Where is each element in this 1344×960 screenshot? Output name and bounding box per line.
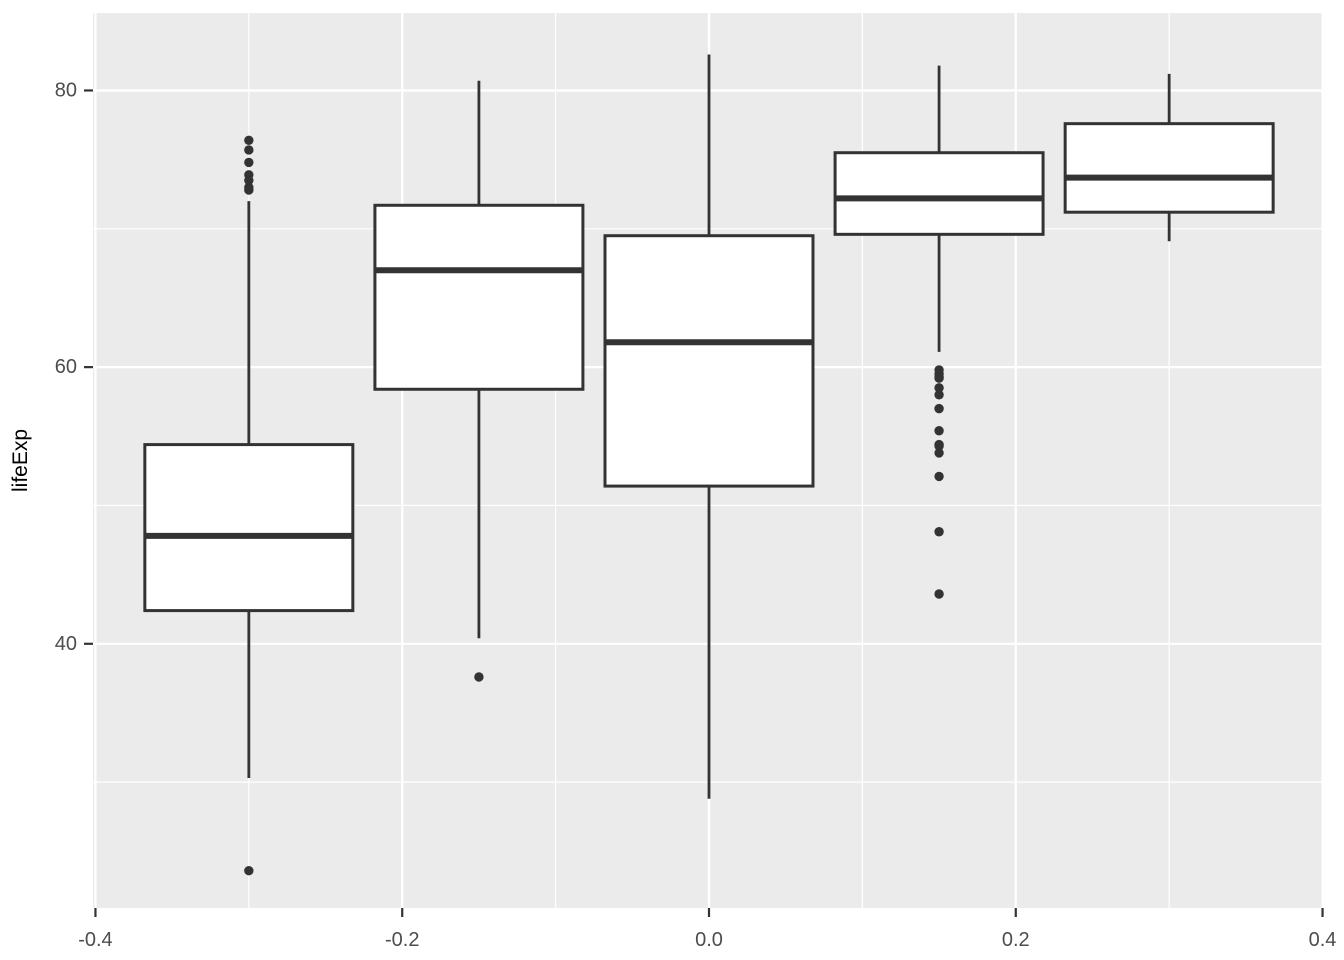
outlier-point [934,383,944,393]
outlier-point [244,865,254,876]
x-tick-label: -0.2 [385,929,419,951]
outlier-point [934,426,944,436]
box [143,443,355,613]
boxplot-group [603,54,815,799]
box [373,203,585,391]
boxplots [143,54,1275,876]
box [833,151,1045,236]
outlier-point [244,135,254,145]
boxplot-group [143,135,355,876]
outlier-point [934,471,944,482]
x-tick-label: 0.4 [1309,929,1337,951]
x-tick-label: -0.4 [78,929,112,951]
outlier-point [474,672,484,682]
outlier-point [934,373,944,383]
axis-labels: 80 60 40 -0.4 -0.2 0.0 0.2 0.4 [55,79,1337,951]
y-tick-label: 60 [55,356,77,378]
x-tick-label: 0.2 [1002,929,1030,951]
box [1063,122,1275,214]
outlier-point [934,589,944,599]
y-axis-title: lifeExp [9,429,32,492]
outlier-point [934,448,944,458]
outlier-point [934,527,944,537]
outlier-point [934,390,944,400]
outlier-point [244,175,254,186]
y-tick-label: 40 [55,633,77,655]
outlier-point [244,185,254,195]
y-tick-label: 80 [55,79,77,101]
outlier-point [244,157,254,168]
axis-ticks [84,89,1324,917]
x-tick-label: 0.0 [695,929,723,951]
boxplot-group [833,65,1045,599]
boxplot-group [373,80,585,682]
outlier-point [934,403,944,414]
boxplot-group [1063,73,1275,242]
box [603,234,815,488]
outlier-point [244,145,254,155]
outlier-point [934,441,944,451]
